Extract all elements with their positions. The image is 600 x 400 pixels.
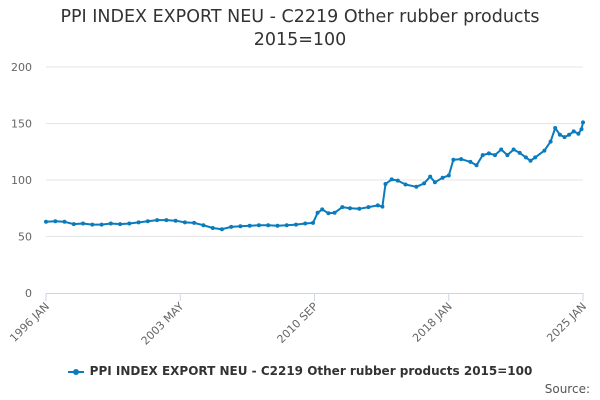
x-tick-label: 2003 MAY bbox=[139, 300, 187, 348]
data-point[interactable] bbox=[395, 178, 400, 183]
y-tick-label: 150 bbox=[11, 118, 32, 131]
data-point[interactable] bbox=[440, 175, 445, 180]
grid-lines bbox=[46, 66, 583, 237]
data-point[interactable] bbox=[164, 218, 169, 223]
data-point[interactable] bbox=[315, 210, 320, 215]
data-point[interactable] bbox=[275, 223, 280, 228]
data-point[interactable] bbox=[446, 173, 451, 178]
data-point[interactable] bbox=[511, 147, 516, 152]
data-point[interactable] bbox=[294, 222, 298, 227]
data-point[interactable] bbox=[523, 155, 528, 160]
x-tick-label: 1996 JAN bbox=[7, 300, 52, 345]
data-point[interactable] bbox=[99, 222, 104, 227]
data-point[interactable] bbox=[44, 219, 48, 224]
data-point[interactable] bbox=[192, 220, 197, 225]
data-point[interactable] bbox=[108, 221, 113, 226]
y-tick-label: 200 bbox=[11, 61, 32, 74]
data-point[interactable] bbox=[562, 135, 567, 140]
data-point[interactable] bbox=[62, 219, 67, 224]
credits[interactable]: Source: bbox=[544, 382, 590, 396]
data-point[interactable] bbox=[581, 120, 585, 125]
data-point[interactable] bbox=[533, 155, 538, 160]
data-point[interactable] bbox=[542, 148, 547, 153]
data-point[interactable] bbox=[375, 203, 380, 208]
series-line[interactable] bbox=[45, 122, 584, 231]
data-point[interactable] bbox=[118, 222, 123, 227]
data-point[interactable] bbox=[389, 177, 394, 182]
data-point[interactable] bbox=[219, 227, 224, 232]
chart-title-line-1: PPI INDEX EXPORT NEU - C2219 Other rubbe… bbox=[60, 7, 540, 27]
data-point[interactable] bbox=[201, 223, 206, 228]
data-point[interactable] bbox=[311, 220, 315, 225]
data-point[interactable] bbox=[136, 220, 141, 225]
data-point[interactable] bbox=[348, 206, 352, 211]
data-point[interactable] bbox=[53, 219, 58, 224]
data-point[interactable] bbox=[340, 205, 345, 210]
data-point[interactable] bbox=[210, 226, 215, 230]
data-point[interactable] bbox=[182, 220, 187, 225]
data-point[interactable] bbox=[567, 132, 572, 137]
data-point[interactable] bbox=[528, 158, 533, 163]
data-point[interactable] bbox=[571, 129, 576, 134]
legend-swatch-icon bbox=[67, 368, 84, 375]
y-tick-label: 100 bbox=[11, 174, 32, 187]
series-layer bbox=[44, 120, 585, 232]
data-point[interactable] bbox=[428, 174, 433, 179]
data-point[interactable] bbox=[256, 223, 261, 228]
data-point[interactable] bbox=[266, 223, 271, 228]
x-tick-label: 2010 SEP bbox=[275, 300, 321, 346]
data-point[interactable] bbox=[145, 219, 150, 224]
data-point[interactable] bbox=[451, 157, 456, 162]
data-point[interactable] bbox=[303, 221, 308, 226]
data-point[interactable] bbox=[383, 182, 388, 186]
data-point[interactable] bbox=[468, 159, 473, 164]
data-point[interactable] bbox=[127, 221, 132, 226]
data-point[interactable] bbox=[474, 163, 479, 168]
data-point[interactable] bbox=[493, 153, 497, 158]
y-tick-label: 50 bbox=[18, 231, 32, 244]
data-point[interactable] bbox=[90, 222, 95, 227]
data-point[interactable] bbox=[155, 218, 160, 223]
data-point[interactable] bbox=[247, 223, 252, 228]
data-point[interactable] bbox=[284, 223, 289, 228]
data-point[interactable] bbox=[414, 184, 419, 189]
data-point[interactable] bbox=[548, 139, 553, 144]
data-point[interactable] bbox=[422, 181, 427, 186]
data-point[interactable] bbox=[432, 180, 437, 185]
data-point[interactable] bbox=[576, 131, 581, 136]
data-point[interactable] bbox=[486, 151, 491, 156]
data-point[interactable] bbox=[81, 221, 85, 226]
legend-label: PPI INDEX EXPORT NEU - C2219 Other rubbe… bbox=[89, 364, 533, 378]
data-point[interactable] bbox=[480, 153, 485, 158]
chart-title-line-2: 2015=100 bbox=[253, 30, 347, 50]
data-point[interactable] bbox=[505, 153, 510, 158]
data-point[interactable] bbox=[517, 150, 522, 155]
x-tick-label: 2018 JAN bbox=[410, 300, 455, 345]
data-point[interactable] bbox=[553, 126, 558, 130]
data-point[interactable] bbox=[499, 147, 504, 152]
y-tick-label: 0 bbox=[25, 287, 32, 300]
data-point[interactable] bbox=[173, 218, 178, 223]
data-point[interactable] bbox=[403, 182, 408, 187]
data-point[interactable] bbox=[326, 211, 331, 216]
data-point[interactable] bbox=[238, 224, 243, 229]
data-point[interactable] bbox=[332, 210, 337, 215]
data-point[interactable] bbox=[579, 127, 584, 132]
axes: 0 50 100 150 200 1996 JAN 2003 MAY 2010 SEP 2018… bbox=[7, 61, 589, 348]
chart-title: PPI INDEX EXPORT NEU - C2219 Other rubbe… bbox=[0, 6, 600, 52]
data-point[interactable] bbox=[380, 204, 385, 209]
x-tick-label: 2025 JAN bbox=[544, 300, 589, 345]
data-point[interactable] bbox=[459, 157, 464, 162]
data-point[interactable] bbox=[71, 222, 76, 227]
data-point[interactable] bbox=[366, 205, 371, 210]
legend[interactable]: PPI INDEX EXPORT NEU - C2219 Other rubbe… bbox=[0, 364, 600, 378]
data-point[interactable] bbox=[229, 224, 234, 229]
data-point[interactable] bbox=[320, 207, 325, 212]
data-point[interactable] bbox=[357, 206, 362, 211]
data-point[interactable] bbox=[557, 132, 562, 137]
